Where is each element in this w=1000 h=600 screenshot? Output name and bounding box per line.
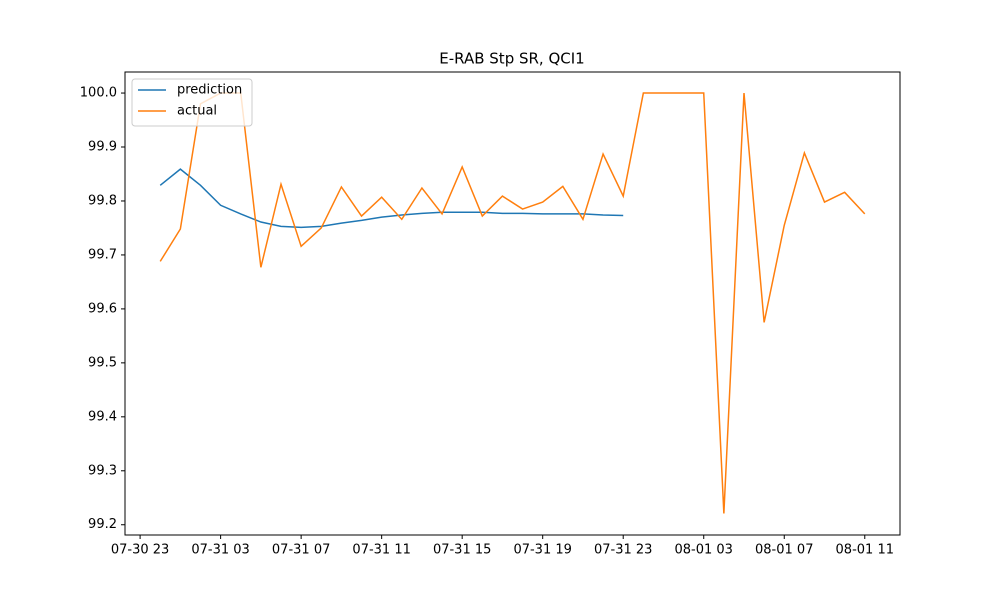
plot-frame [124,71,901,536]
legend-label: prediction [177,83,242,98]
y-tick-label: 99.7 [88,247,117,262]
x-tick-label: 07-31 03 [191,543,249,558]
series-line [159,92,866,514]
series-line [159,168,624,229]
x-tick-label: 07-31 11 [352,543,410,558]
y-tick-label: 99.4 [88,409,117,424]
chart-title: E-RAB Stp SR, QCI1 [439,50,584,68]
y-tick-label: 99.3 [88,463,117,478]
x-tick-label: 08-01 03 [675,543,733,558]
x-tick-label: 07-31 07 [272,543,330,558]
y-tick-label: 99.9 [88,140,117,155]
y-tick-label: 99.6 [88,301,117,316]
y-tick-label: 99.2 [88,517,117,532]
x-tick-label: 07-31 19 [513,543,571,558]
x-tick-label: 07-31 23 [594,543,652,558]
x-tick-label: 08-01 11 [836,543,894,558]
x-tick-label: 08-01 07 [755,543,813,558]
x-tick-label: 07-30 23 [111,543,169,558]
y-tick-label: 99.5 [88,355,117,370]
y-tick-label: 100.0 [80,86,117,101]
legend: prediction actual [131,78,253,127]
x-tick-label: 07-31 15 [433,543,491,558]
legend-label: actual [177,104,217,119]
y-tick-label: 99.8 [88,193,117,208]
